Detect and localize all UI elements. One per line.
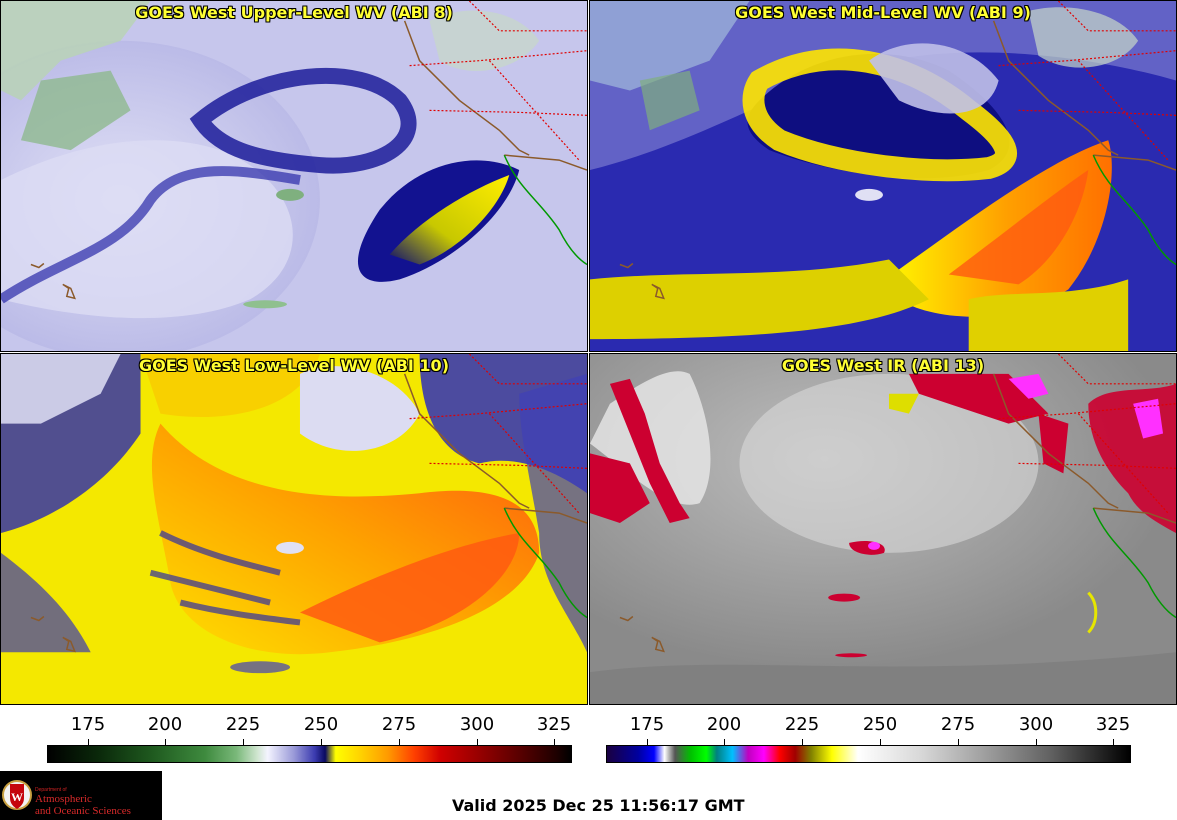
ir-panel: GOES West IR (ABI 13) xyxy=(589,353,1177,705)
mid-level-wv-title: GOES West Mid-Level WV (ABI 9) xyxy=(735,3,1031,22)
ir-tick-label: 175 xyxy=(629,714,665,735)
ir-scale-ticks: 175 200 225 250 275 300 325 xyxy=(606,708,1131,745)
ir-tick-mark xyxy=(802,739,803,745)
ir-title: GOES West IR (ABI 13) xyxy=(781,356,985,375)
ir-tick-mark xyxy=(1113,739,1114,745)
wv-tick-label: 250 xyxy=(303,714,339,735)
wv-tick-mark xyxy=(243,739,244,745)
ir-tick-mark xyxy=(724,739,725,745)
mid-level-wv-image xyxy=(590,1,1176,351)
ir-tick-label: 325 xyxy=(1095,714,1131,735)
wv-tick-label: 325 xyxy=(536,714,572,735)
wv-temperature-scale: 175 200 225 250 275 300 325 xyxy=(47,708,572,768)
wv-tick-mark xyxy=(477,739,478,745)
ir-colorbar xyxy=(606,745,1131,763)
logo-line1: Atmospheric xyxy=(35,793,92,805)
ir-tick-label: 275 xyxy=(940,714,976,735)
logo-line2: and Oceanic Sciences xyxy=(35,805,131,817)
wv-scale-ticks: 175 200 225 250 275 300 325 xyxy=(47,708,572,745)
valid-time: Valid 2025 Dec 25 11:56:17 GMT xyxy=(452,796,745,815)
wv-colorbar xyxy=(47,745,572,763)
upper-level-wv-image xyxy=(1,1,587,351)
wv-tick-label: 175 xyxy=(70,714,106,735)
wv-tick-label: 200 xyxy=(147,714,183,735)
aos-logo: W Department of Atmospheric and Oceanic … xyxy=(0,771,162,820)
mid-level-wv-panel: GOES West Mid-Level WV (ABI 9) xyxy=(589,0,1177,352)
svg-text:W: W xyxy=(11,790,23,804)
ir-tick-label: 200 xyxy=(706,714,742,735)
upper-level-wv-panel: GOES West Upper-Level WV (ABI 8) xyxy=(0,0,588,352)
wv-tick-mark xyxy=(321,739,322,745)
uw-crest-icon: W xyxy=(2,780,32,810)
wv-tick-mark xyxy=(165,739,166,745)
wv-tick-mark xyxy=(554,739,555,745)
ir-tick-label: 225 xyxy=(784,714,820,735)
ir-tick-mark xyxy=(958,739,959,745)
ir-tick-mark xyxy=(647,739,648,745)
wv-tick-label: 300 xyxy=(459,714,495,735)
low-level-wv-title: GOES West Low-Level WV (ABI 10) xyxy=(138,356,449,375)
ir-tick-label: 300 xyxy=(1018,714,1054,735)
wv-tick-label: 275 xyxy=(381,714,417,735)
wv-tick-mark xyxy=(88,739,89,745)
ir-tick-label: 250 xyxy=(862,714,898,735)
ir-image xyxy=(590,354,1176,704)
wv-tick-mark xyxy=(399,739,400,745)
logo-dept-small: Department of xyxy=(35,787,67,793)
low-level-wv-image xyxy=(1,354,587,704)
low-level-wv-panel: GOES West Low-Level WV (ABI 10) xyxy=(0,353,588,705)
upper-level-wv-title: GOES West Upper-Level WV (ABI 8) xyxy=(135,3,453,22)
wv-tick-label: 225 xyxy=(225,714,261,735)
ir-tick-mark xyxy=(1036,739,1037,745)
ir-tick-mark xyxy=(880,739,881,745)
ir-temperature-scale: 175 200 225 250 275 300 325 xyxy=(606,708,1131,768)
